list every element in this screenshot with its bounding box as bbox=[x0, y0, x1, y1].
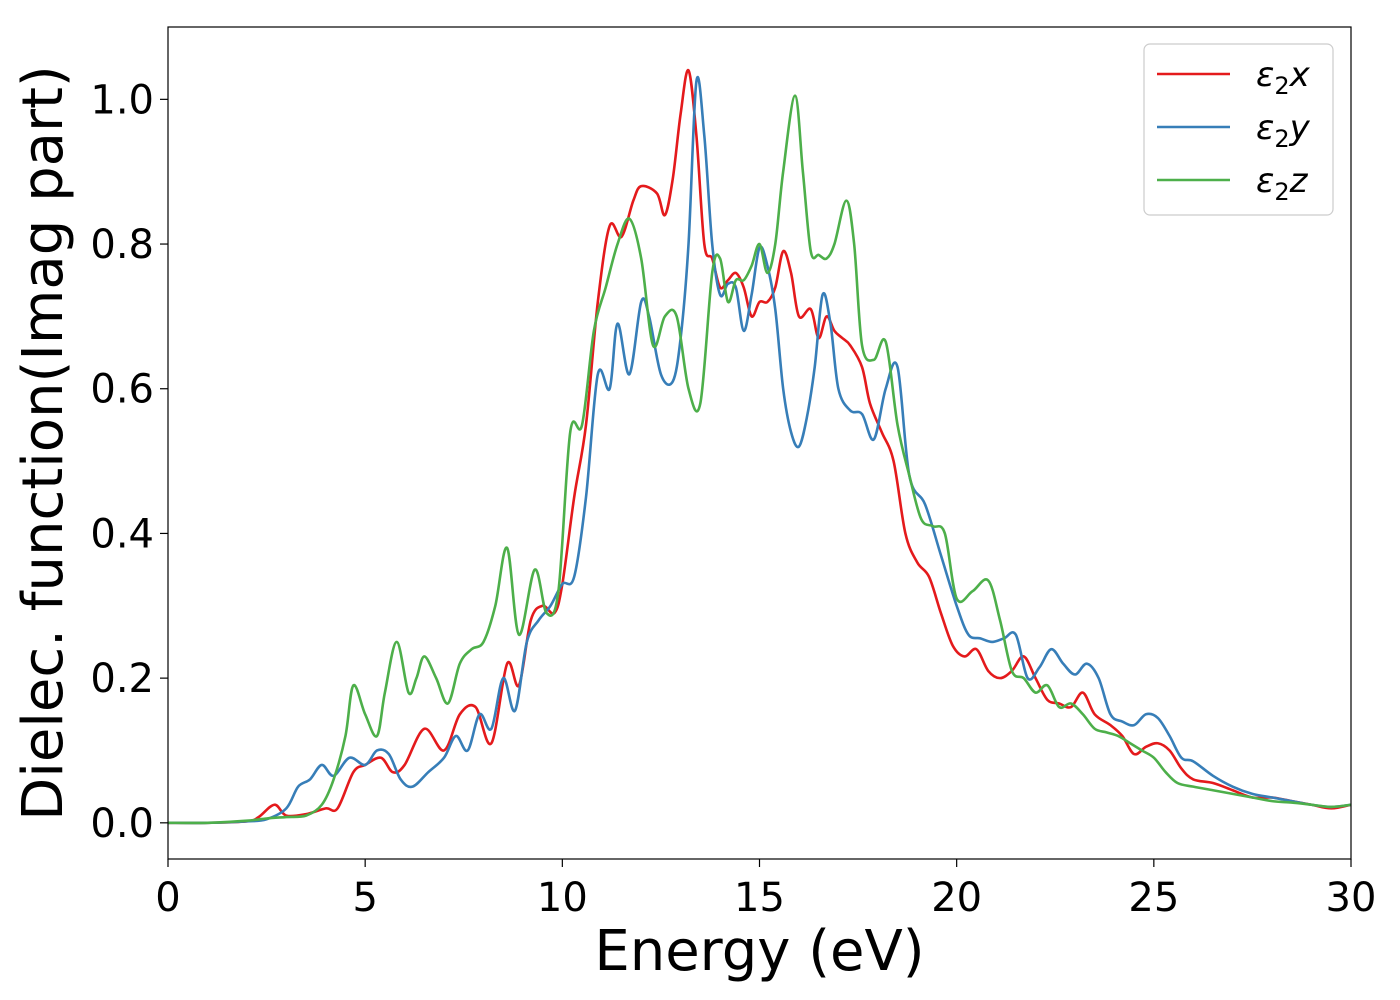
y-tick-label: 1.0 bbox=[90, 77, 154, 123]
legend: ε2x ε2y ε2z bbox=[1143, 43, 1334, 216]
x-tick-label: 5 bbox=[352, 875, 377, 921]
x-axis: 0 5 10 15 20 25 30 bbox=[155, 859, 1376, 921]
y-axis: 0.0 0.2 0.4 0.6 0.8 1.0 bbox=[90, 77, 168, 847]
legend-box bbox=[1143, 43, 1334, 216]
x-tick-label: 25 bbox=[1128, 875, 1179, 921]
x-tick-label: 15 bbox=[734, 875, 785, 921]
legend-label: ε2z bbox=[1256, 161, 1309, 206]
series-line-y bbox=[168, 76, 1351, 825]
x-tick-label: 0 bbox=[155, 875, 180, 921]
x-tick-label: 10 bbox=[537, 875, 588, 921]
legend-label: ε2x bbox=[1256, 55, 1311, 100]
series-layer bbox=[168, 69, 1351, 825]
y-axis-title: Dielec. function(Imag part) bbox=[11, 65, 76, 821]
x-tick-label: 30 bbox=[1326, 875, 1377, 921]
y-tick-label: 0.4 bbox=[90, 511, 154, 557]
series-line-x bbox=[168, 69, 1351, 825]
legend-label: ε2y bbox=[1256, 108, 1311, 153]
y-tick-label: 0.2 bbox=[90, 656, 154, 702]
x-axis-title: Energy (eV) bbox=[594, 919, 924, 984]
y-tick-label: 0.0 bbox=[90, 801, 154, 847]
y-tick-label: 0.8 bbox=[90, 222, 154, 268]
series-line-z bbox=[168, 94, 1351, 825]
x-tick-label: 20 bbox=[931, 875, 982, 921]
plot-area bbox=[167, 26, 1352, 860]
y-tick-label: 0.6 bbox=[90, 367, 154, 413]
